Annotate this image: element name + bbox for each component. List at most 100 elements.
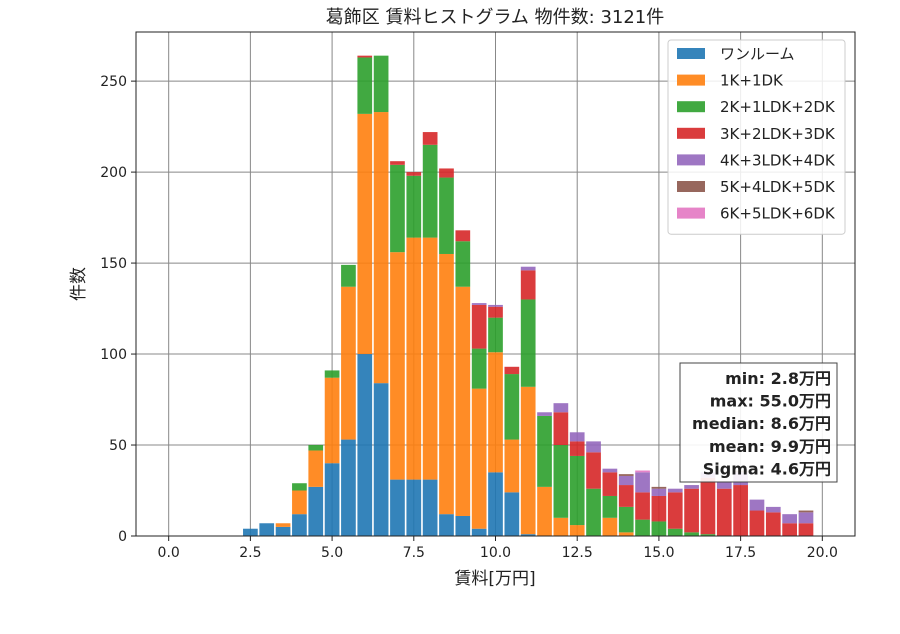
bar-segment bbox=[292, 490, 307, 515]
bar-segment bbox=[553, 403, 569, 413]
bar-segment bbox=[324, 370, 340, 378]
bar-segment bbox=[488, 306, 503, 318]
bar-segment bbox=[406, 237, 422, 480]
legend: ワンルーム 1K+1DK 2K+1LDK+2DK 3K+2LDK+3DK 4K+3LDK… bbox=[667, 39, 846, 235]
bar-segment bbox=[308, 486, 324, 536]
bar-segment bbox=[341, 286, 356, 440]
bar-segment bbox=[651, 521, 667, 536]
legend-box bbox=[667, 39, 846, 235]
x-axis-title: 賃料[万円] bbox=[454, 569, 535, 589]
bar-segment bbox=[504, 492, 520, 536]
bar-segment bbox=[700, 477, 716, 535]
bar-segment bbox=[716, 488, 732, 536]
bar-segment bbox=[488, 472, 503, 536]
bar-segment bbox=[618, 506, 634, 533]
bar-segment bbox=[471, 348, 487, 389]
x-tick-label: 7.5 bbox=[403, 545, 425, 561]
bar-segment bbox=[390, 161, 405, 165]
bar-segment bbox=[373, 112, 389, 384]
bar-segment bbox=[455, 230, 471, 242]
legend-swatch bbox=[677, 48, 705, 59]
bar-segment bbox=[504, 374, 520, 440]
bar-segment bbox=[782, 514, 797, 524]
bar-segment bbox=[390, 252, 405, 480]
bar-segment bbox=[422, 479, 438, 536]
x-tick-label: 20.0 bbox=[807, 545, 838, 561]
bar-segment bbox=[635, 470, 650, 473]
bar-segment bbox=[275, 526, 291, 536]
bar-segment bbox=[357, 57, 373, 114]
bar-segment bbox=[390, 164, 405, 253]
bar-segment bbox=[390, 479, 405, 536]
bar-segment bbox=[716, 481, 732, 489]
axis-ticks: 0.0 2.5 5.0 7.5 10.0 12.5 15.0 17.5 20.0 0 50 100 15… bbox=[100, 74, 838, 561]
bar-segment bbox=[439, 177, 454, 254]
bar-segment bbox=[553, 517, 569, 536]
y-tick-label: 100 bbox=[100, 347, 127, 363]
y-tick-label: 50 bbox=[109, 438, 127, 454]
stats-box: min: 2.8万円 max: 55.0万円 median: 8.6万円 mean: … bbox=[679, 362, 838, 483]
bar-segment bbox=[422, 237, 438, 480]
legend-swatch bbox=[677, 101, 705, 113]
stats-line: max: 55.0万円 bbox=[710, 392, 831, 411]
legend-swatch bbox=[677, 127, 705, 139]
bar-segment bbox=[602, 472, 618, 496]
bar-segment bbox=[651, 486, 667, 489]
legend-swatch bbox=[677, 74, 705, 86]
bar-segment bbox=[618, 485, 634, 507]
y-tick-label: 250 bbox=[100, 74, 127, 90]
bar-segment bbox=[504, 439, 520, 493]
bar-segment bbox=[275, 523, 291, 527]
bar-segment bbox=[553, 412, 569, 446]
bars-group bbox=[243, 55, 814, 536]
bar-segment bbox=[471, 304, 487, 349]
bar-segment bbox=[667, 492, 683, 529]
y-tick-label: 0 bbox=[118, 529, 127, 545]
bar-segment bbox=[586, 441, 601, 453]
bar-segment bbox=[602, 468, 618, 473]
bar-segment bbox=[684, 488, 699, 533]
bar-segment bbox=[798, 512, 814, 524]
bar-segment bbox=[373, 55, 389, 113]
bar-segment bbox=[488, 317, 503, 353]
x-tick-label: 2.5 bbox=[239, 545, 261, 561]
bar-segment bbox=[733, 485, 748, 536]
bar-segment bbox=[618, 532, 634, 536]
bar-segment bbox=[569, 455, 585, 526]
bar-segment bbox=[569, 441, 585, 456]
x-tick-label: 10.0 bbox=[480, 545, 511, 561]
bar-segment bbox=[520, 386, 536, 535]
legend-label: 5K+4LDK+5DK bbox=[720, 178, 836, 196]
bar-segment bbox=[602, 517, 618, 536]
bar-segment bbox=[651, 495, 667, 522]
bar-segment bbox=[782, 523, 797, 536]
bar-segment bbox=[635, 519, 650, 536]
bar-segment bbox=[749, 499, 765, 511]
bar-segment bbox=[765, 506, 781, 513]
bar-segment bbox=[292, 514, 307, 536]
bar-segment bbox=[520, 534, 536, 536]
bar-segment bbox=[520, 266, 536, 271]
bar-segment bbox=[798, 510, 814, 513]
bar-segment bbox=[667, 488, 683, 493]
bar-segment bbox=[308, 450, 324, 487]
bar-segment bbox=[537, 486, 552, 536]
bar-segment bbox=[618, 475, 634, 486]
y-tick-label: 150 bbox=[100, 256, 127, 272]
bar-segment bbox=[520, 270, 536, 300]
bar-segment bbox=[586, 488, 601, 536]
bar-segment bbox=[455, 241, 471, 287]
bar-segment bbox=[537, 415, 552, 487]
bar-segment bbox=[259, 523, 275, 536]
bar-segment bbox=[537, 412, 552, 416]
legend-label: 1K+1DK bbox=[720, 72, 784, 90]
y-tick-label: 200 bbox=[100, 165, 127, 181]
bar-segment bbox=[455, 515, 471, 536]
legend-label: 4K+3LDK+4DK bbox=[720, 151, 836, 169]
bar-segment bbox=[471, 388, 487, 529]
bar-segment bbox=[357, 113, 373, 355]
bar-segment bbox=[341, 439, 356, 536]
bar-segment bbox=[324, 377, 340, 464]
